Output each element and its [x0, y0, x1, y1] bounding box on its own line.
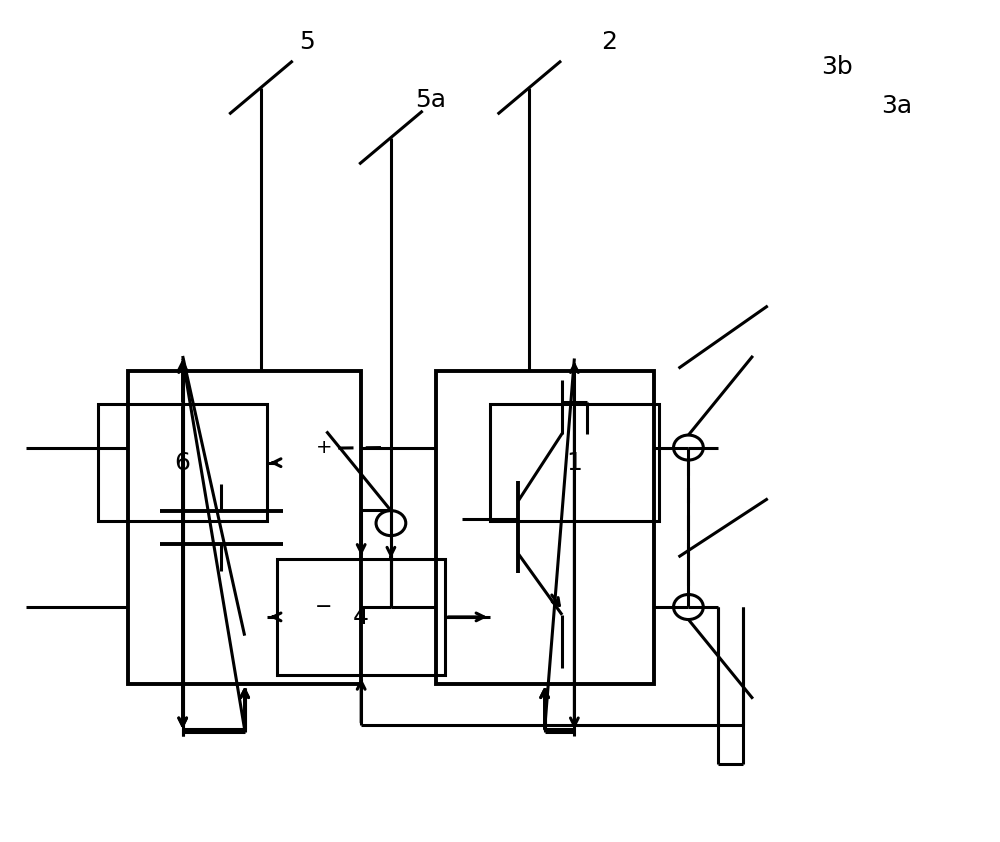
Text: 1: 1 [566, 450, 582, 475]
Text: 4: 4 [353, 605, 369, 629]
Text: 2: 2 [601, 29, 617, 54]
Text: +: + [316, 438, 332, 457]
Text: −: − [315, 597, 333, 617]
Text: 3a: 3a [881, 93, 912, 118]
Text: 6: 6 [175, 450, 191, 475]
Bar [436, 371, 654, 684]
Bar [128, 371, 361, 684]
Text: 5: 5 [299, 29, 315, 54]
Text: 3b: 3b [821, 55, 853, 78]
Bar [98, 404, 267, 521]
Bar [277, 558, 445, 675]
Text: 5a: 5a [415, 88, 446, 112]
Bar [490, 404, 659, 521]
